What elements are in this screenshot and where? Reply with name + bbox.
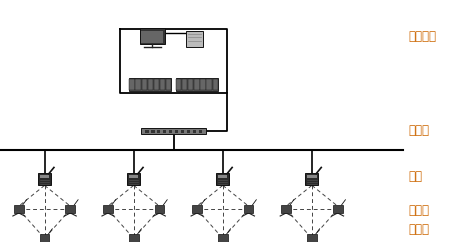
Bar <box>307 175 317 178</box>
Bar <box>129 78 171 91</box>
Bar <box>305 173 318 185</box>
Bar <box>166 79 171 90</box>
Bar <box>139 28 165 44</box>
Bar <box>39 234 50 242</box>
Bar <box>129 79 135 90</box>
Bar <box>129 234 139 242</box>
Bar <box>206 79 212 90</box>
Bar <box>153 79 159 90</box>
Bar <box>148 79 152 90</box>
Bar <box>333 205 342 213</box>
Bar <box>145 130 149 133</box>
Bar <box>38 173 51 185</box>
Bar <box>163 130 166 133</box>
Bar <box>212 79 218 90</box>
Bar <box>14 205 24 213</box>
Bar <box>193 130 197 133</box>
Bar <box>192 205 202 213</box>
Bar <box>176 78 218 91</box>
Bar <box>141 128 206 134</box>
Bar <box>127 173 140 185</box>
Bar <box>176 79 182 90</box>
Bar <box>136 79 141 90</box>
Bar <box>199 130 202 133</box>
Bar <box>181 130 184 133</box>
Bar <box>307 234 317 242</box>
Bar <box>169 130 173 133</box>
Bar <box>195 79 199 90</box>
Bar <box>218 234 227 242</box>
Text: 交换机: 交换机 <box>408 124 429 137</box>
Text: 小型无: 小型无 <box>408 204 429 217</box>
Bar <box>129 175 138 178</box>
Text: 线网络: 线网络 <box>408 223 429 236</box>
Bar <box>218 175 227 178</box>
Bar <box>187 130 190 133</box>
Bar <box>157 130 160 133</box>
Bar <box>103 205 113 213</box>
Bar <box>281 205 291 213</box>
Bar <box>189 79 194 90</box>
Bar <box>244 205 253 213</box>
Bar <box>175 130 178 133</box>
Bar <box>142 79 147 90</box>
Bar <box>40 175 49 178</box>
Bar <box>186 31 203 46</box>
Text: 控制系统: 控制系统 <box>408 30 436 43</box>
Bar <box>151 130 154 133</box>
Text: 网关: 网关 <box>408 170 422 183</box>
Bar <box>216 173 229 185</box>
Bar <box>154 205 164 213</box>
Bar <box>159 79 165 90</box>
Bar <box>182 79 188 90</box>
Bar <box>141 31 163 43</box>
Bar <box>200 79 205 90</box>
Bar <box>65 205 75 213</box>
